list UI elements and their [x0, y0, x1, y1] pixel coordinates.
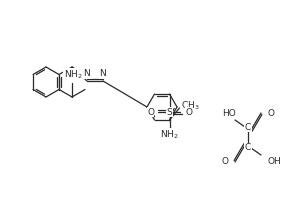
Text: N: N	[84, 70, 90, 79]
Text: NH$_2$: NH$_2$	[64, 69, 82, 81]
Text: C: C	[245, 122, 251, 132]
Text: O: O	[185, 108, 192, 116]
Text: S: S	[167, 108, 172, 116]
Text: NH$_2$: NH$_2$	[160, 129, 179, 141]
Text: OH: OH	[267, 156, 281, 165]
Text: N: N	[100, 70, 106, 79]
Text: CH$_3$: CH$_3$	[181, 100, 200, 112]
Text: O: O	[268, 109, 275, 118]
Text: C: C	[245, 143, 251, 153]
Text: HO: HO	[222, 110, 236, 119]
Text: O: O	[147, 108, 154, 116]
Text: O: O	[221, 157, 228, 166]
